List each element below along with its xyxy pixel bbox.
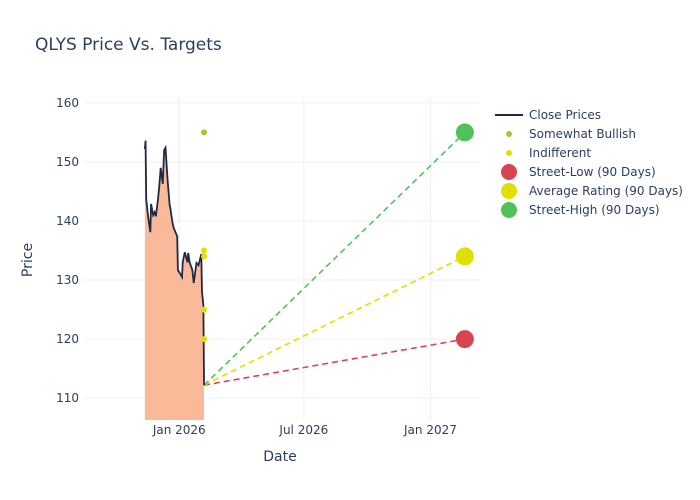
plot-area bbox=[143, 123, 474, 420]
legend: Close Prices Somewhat Bullish Indifferent S… bbox=[495, 108, 683, 218]
legend-label: Close Prices bbox=[529, 108, 601, 122]
target-marker bbox=[455, 247, 474, 266]
axes: 110 120 130 140 150 160 Jan 2026 Jul 2026 Jan 20… bbox=[56, 96, 457, 437]
y-tick-label: 160 bbox=[56, 96, 79, 110]
target-line bbox=[203, 131, 466, 386]
x-tick-label: Jan 2026 bbox=[152, 423, 206, 437]
legend-marker bbox=[501, 164, 517, 180]
grid bbox=[85, 97, 480, 420]
rating-point bbox=[201, 247, 208, 254]
y-axis-label: Price bbox=[20, 243, 36, 277]
legend-marker bbox=[506, 131, 512, 137]
target-marker bbox=[455, 123, 474, 142]
x-tick-label: Jan 2027 bbox=[403, 423, 457, 437]
legend-label: Average Rating (90 Days) bbox=[529, 184, 683, 198]
close-price-line bbox=[143, 140, 205, 386]
x-axis-label: Date bbox=[263, 449, 296, 465]
y-tick-label: 140 bbox=[56, 214, 79, 228]
rating-point bbox=[201, 129, 208, 136]
rating-point bbox=[201, 253, 208, 260]
rating-point bbox=[201, 336, 208, 343]
x-tick-label: Jul 2026 bbox=[278, 423, 328, 437]
chart-title: QLYS Price Vs. Targets bbox=[35, 35, 222, 55]
legend-label: Indifferent bbox=[529, 146, 591, 160]
close-price-area bbox=[144, 140, 205, 420]
rating-point bbox=[201, 306, 208, 313]
legend-label: Street-High (90 Days) bbox=[529, 203, 660, 217]
legend-label: Street-Low (90 Days) bbox=[529, 165, 656, 179]
y-tick-label: 130 bbox=[56, 273, 79, 287]
target-line bbox=[203, 255, 466, 386]
target-marker bbox=[455, 330, 474, 349]
y-tick-label: 150 bbox=[56, 155, 79, 169]
legend-marker bbox=[501, 183, 517, 199]
legend-marker bbox=[506, 150, 512, 156]
legend-marker bbox=[501, 202, 517, 218]
y-tick-label: 110 bbox=[56, 391, 79, 405]
y-tick-label: 120 bbox=[56, 332, 79, 346]
target-line bbox=[203, 338, 465, 386]
legend-label: Somewhat Bullish bbox=[529, 127, 636, 141]
